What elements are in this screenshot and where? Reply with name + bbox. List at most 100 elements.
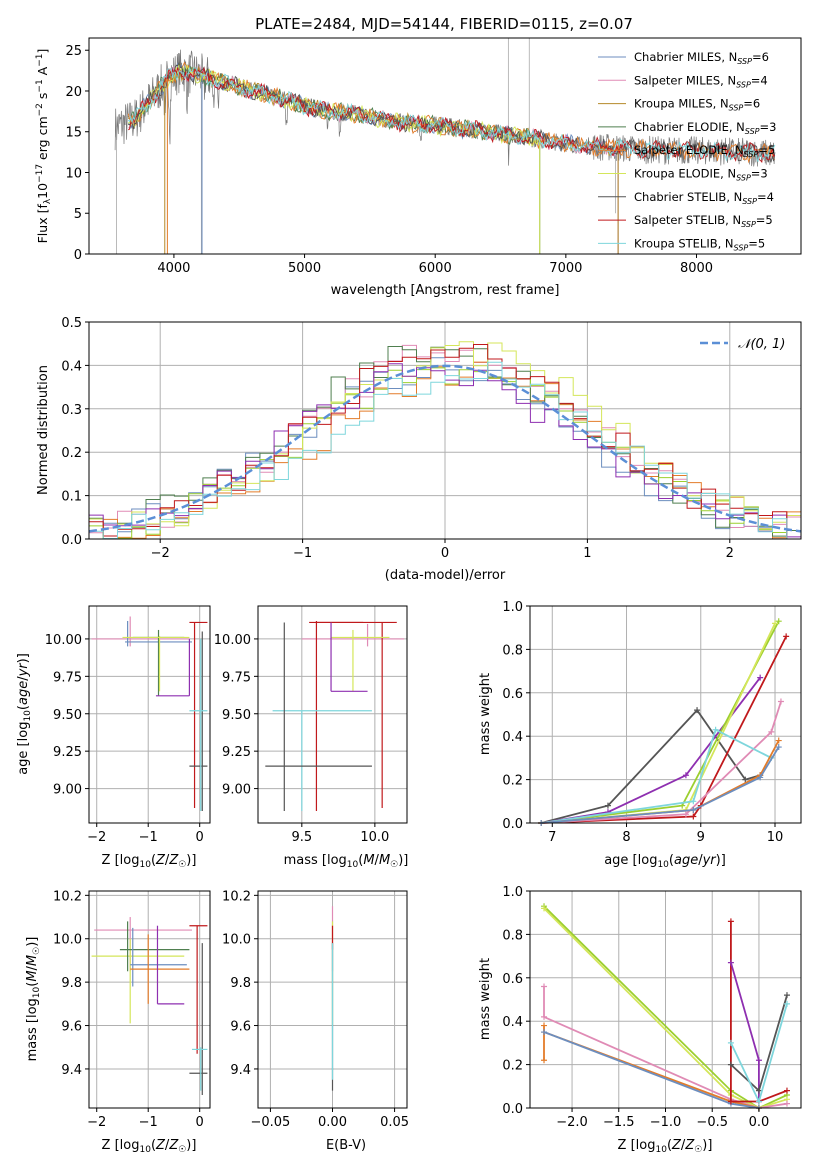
ebv-mass-panel: −0.05 0.00 0.05 9.4 9.6 9.8 10.0 10.2 E(B-V) [222, 889, 409, 1153]
y-tick-label: 10.2 [53, 889, 82, 904]
ebv-xlabel: E(B-V) [326, 1138, 366, 1153]
y-tick-label: 9.50 [53, 708, 82, 723]
weight-marker [742, 776, 749, 783]
x-tick-label: 4000 [157, 261, 190, 276]
y-tick-label: 5 [74, 207, 82, 222]
weight-marker [775, 744, 782, 751]
x-tick-label: 9 [697, 830, 705, 845]
residuals-xlabel: (data-model)/error [385, 568, 506, 583]
spectrum-xlabel: wavelength [Angstrom, rest frame] [331, 283, 560, 298]
y-tick-label: 0.6 [502, 687, 523, 702]
legend-label: Kroupa MILES, NSSP=6 [634, 97, 760, 113]
z-weight-ylabel: mass weight [478, 958, 493, 1040]
weight-marker [783, 633, 790, 640]
x-tick-label: 0.00 [318, 1115, 347, 1130]
x-tick-label: 8000 [680, 261, 713, 276]
weight-marker [682, 772, 689, 779]
y-tick-label: 9.75 [222, 670, 251, 685]
y-tick-label: 0.2 [502, 774, 523, 789]
residual-histogram [89, 357, 801, 539]
x-tick-label: 7000 [549, 261, 582, 276]
weight-line [541, 746, 780, 824]
weight-marker [727, 1039, 734, 1046]
x-tick-label: 0 [196, 1115, 204, 1130]
age-weight-axes-frame [529, 605, 802, 824]
weight-marker [604, 802, 611, 809]
weight-marker [541, 1029, 548, 1036]
y-tick-label: 10 [65, 166, 82, 181]
mass-age-xlabel: mass [log10(M/M☉)] [284, 853, 409, 870]
y-tick-label: 0 [74, 248, 82, 263]
z-weight-xlabel: Z [log10(Z/Z☉)] [618, 1138, 713, 1155]
age-weight-ylabel: mass weight [478, 673, 493, 755]
x-tick-label: 10.0 [360, 830, 389, 845]
x-tick-label: 8 [622, 830, 630, 845]
z-age-panel: −2 −1 0 9.00 9.25 9.50 9.75 10.00 Z [log10(Z/Z… [16, 605, 211, 870]
legend-label: Chabrier MILES, NSSP=6 [634, 50, 769, 66]
y-tick-label: 0.0 [502, 1102, 523, 1117]
z-weight-panel: −2.0 −1.5 −1.0 −0.5 0.0 0.0 0.2 0.4 0.6 0.8 1.0 Z… [478, 885, 802, 1155]
x-tick-label: 5000 [288, 261, 321, 276]
z-mass-xlabel: Z [log10(Z/Z☉)] [102, 1138, 197, 1155]
y-tick-label: 0.8 [502, 928, 523, 943]
x-tick-label: −1 [293, 546, 312, 561]
x-tick-label: −0.5 [696, 1115, 728, 1130]
y-tick-label: 0.2 [61, 446, 82, 461]
y-tick-label: 15 [65, 126, 82, 141]
x-tick-label: −2.0 [556, 1115, 588, 1130]
spectrum-legend: Chabrier MILES, NSSP=6 Salpeter MILES, NS… [598, 50, 776, 252]
y-tick-label: 10.0 [222, 933, 251, 948]
y-tick-label: 0.3 [61, 403, 82, 418]
y-tick-label: 20 [65, 85, 82, 100]
gaussian-legend-label: 𝒩(0, 1) [738, 337, 785, 352]
y-tick-label: 9.00 [222, 783, 251, 798]
y-tick-label: 10.2 [222, 889, 251, 904]
y-tick-label: 0.0 [502, 817, 523, 832]
y-tick-label: 9.6 [61, 1020, 82, 1035]
weight-marker [727, 959, 734, 966]
legend-label: Salpeter STELIB, NSSP=5 [634, 213, 773, 229]
weight-line [543, 905, 788, 1110]
weight-marker [541, 905, 548, 912]
weight-marker [757, 774, 764, 781]
weight-marker [783, 992, 790, 999]
weight-marker [690, 798, 697, 805]
figure-title: PLATE=2484, MJD=54144, FIBERID=0115, z=0… [255, 15, 633, 33]
spectrum-axes-frame [88, 37, 802, 255]
z-mass-panel: −2 −1 0 9.49.69.810.010.2 Z [log10(Z/Z☉)] … [25, 889, 211, 1155]
mass-age-axes-frame [257, 605, 408, 824]
y-tick-label: 1.0 [502, 885, 523, 900]
y-tick-label: 9.8 [61, 976, 82, 991]
weight-marker [783, 1100, 790, 1107]
x-tick-label: 10 [767, 830, 784, 845]
residual-histogram [89, 361, 801, 539]
y-tick-label: 9.25 [222, 745, 251, 760]
x-tick-label: −1.0 [650, 1115, 682, 1130]
x-tick-label: −2 [151, 546, 170, 561]
y-tick-label: 9.75 [53, 670, 82, 685]
x-tick-label: 9.5 [291, 830, 312, 845]
y-tick-label: 9.50 [222, 708, 251, 723]
weight-marker [690, 806, 697, 813]
weight-line [541, 701, 782, 824]
y-tick-label: 9.8 [230, 976, 251, 991]
model-spectrum-kroupa-stelib [127, 66, 776, 162]
weight-marker [541, 1013, 548, 1020]
x-tick-label: −1.5 [603, 1115, 635, 1130]
weight-marker [694, 707, 701, 714]
weight-marker [727, 1061, 734, 1068]
weight-marker [775, 618, 782, 625]
y-tick-label: 0.2 [502, 1059, 523, 1074]
age-ylabel: age [log10(age/yr)] [16, 653, 33, 775]
mass-age-panel: 9.5 10.0 9.00 9.25 9.50 9.75 10.00 mass [log1… [214, 605, 409, 870]
weight-marker [777, 698, 784, 705]
y-tick-label: 10.0 [53, 933, 82, 948]
x-tick-label: −2 [87, 830, 106, 845]
x-tick-label: 0 [441, 546, 449, 561]
weight-marker [727, 1098, 734, 1105]
x-tick-label: 6000 [419, 261, 452, 276]
weight-marker [682, 811, 689, 818]
legend-label: Chabrier ELODIE, NSSP=3 [634, 120, 776, 136]
weight-marker [755, 1098, 762, 1105]
